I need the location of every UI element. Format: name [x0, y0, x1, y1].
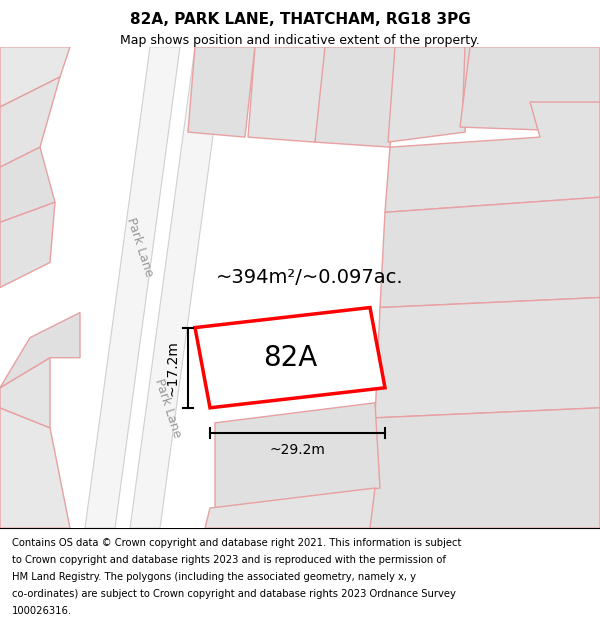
Polygon shape: [85, 47, 180, 528]
Polygon shape: [0, 202, 55, 288]
Polygon shape: [375, 298, 600, 418]
Polygon shape: [462, 47, 550, 127]
Polygon shape: [315, 47, 400, 147]
Text: Park Lane: Park Lane: [124, 216, 155, 279]
Polygon shape: [0, 408, 70, 528]
Text: ~394m²/~0.097ac.: ~394m²/~0.097ac.: [216, 268, 404, 287]
Text: Park Lane: Park Lane: [152, 376, 184, 439]
Polygon shape: [130, 47, 225, 528]
Polygon shape: [215, 402, 380, 508]
Polygon shape: [248, 47, 330, 142]
Polygon shape: [0, 357, 50, 428]
Polygon shape: [388, 47, 470, 142]
Text: 82A: 82A: [263, 344, 317, 372]
Polygon shape: [0, 147, 55, 222]
Polygon shape: [0, 77, 60, 167]
Text: Map shows position and indicative extent of the property.: Map shows position and indicative extent…: [120, 34, 480, 47]
Polygon shape: [0, 47, 70, 107]
Polygon shape: [0, 312, 80, 388]
Polygon shape: [385, 102, 600, 212]
Polygon shape: [370, 408, 600, 528]
Polygon shape: [195, 308, 385, 408]
Text: co-ordinates) are subject to Crown copyright and database rights 2023 Ordnance S: co-ordinates) are subject to Crown copyr…: [12, 589, 456, 599]
Polygon shape: [540, 47, 600, 112]
Text: ~17.2m: ~17.2m: [166, 340, 180, 396]
Polygon shape: [460, 47, 600, 132]
Text: HM Land Registry. The polygons (including the associated geometry, namely x, y: HM Land Registry. The polygons (includin…: [12, 572, 416, 582]
Text: 100026316.: 100026316.: [12, 606, 72, 616]
Text: to Crown copyright and database rights 2023 and is reproduced with the permissio: to Crown copyright and database rights 2…: [12, 555, 446, 565]
Polygon shape: [380, 198, 600, 308]
Polygon shape: [205, 488, 375, 528]
Text: Contains OS data © Crown copyright and database right 2021. This information is : Contains OS data © Crown copyright and d…: [12, 538, 461, 548]
Text: 82A, PARK LANE, THATCHAM, RG18 3PG: 82A, PARK LANE, THATCHAM, RG18 3PG: [130, 12, 470, 27]
Polygon shape: [188, 47, 255, 137]
Text: ~29.2m: ~29.2m: [269, 443, 325, 457]
